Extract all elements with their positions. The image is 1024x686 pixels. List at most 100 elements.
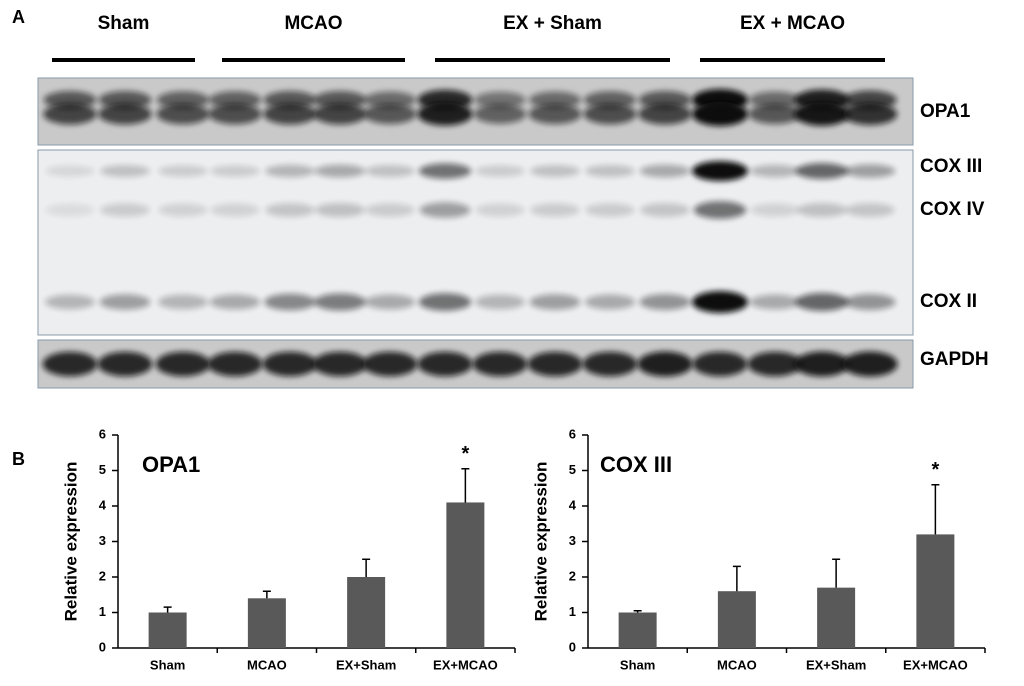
blot-band <box>842 351 898 377</box>
blot-band <box>158 165 208 177</box>
chart-title: OPA1 <box>142 452 200 477</box>
blot-band <box>209 294 261 310</box>
blot-band <box>155 351 211 377</box>
blot-band <box>639 294 691 310</box>
bar <box>717 591 756 648</box>
blot-band <box>208 103 262 125</box>
blot-band <box>418 163 472 179</box>
blot-band <box>794 351 850 377</box>
western-blot: Sham MCAO EX + Sham EX + MCAO OPA1 COX III COX… <box>37 13 989 389</box>
blot-band <box>844 164 896 178</box>
y-tick-label: 3 <box>99 533 106 548</box>
blot-band <box>208 91 262 109</box>
y-tick-label: 2 <box>99 568 106 583</box>
error-bar <box>262 590 271 599</box>
blot-band <box>418 293 472 311</box>
blot-band <box>842 103 898 125</box>
blot-band <box>637 351 693 377</box>
blot-band <box>585 203 635 217</box>
blot-band <box>313 103 367 125</box>
blot-band <box>42 351 98 377</box>
group-label: MCAO <box>284 13 342 34</box>
blot-band <box>529 294 581 310</box>
y-axis-label: Relative expression <box>61 462 80 622</box>
error-bar <box>931 483 940 535</box>
bar <box>916 534 955 648</box>
blot-band <box>314 164 366 178</box>
y-tick-label: 5 <box>99 462 106 477</box>
blot-band <box>844 294 896 310</box>
error-bar <box>362 558 371 577</box>
annotation: * <box>931 459 939 481</box>
annotation: * <box>461 443 469 465</box>
blot-band <box>263 91 317 109</box>
panel-label: A <box>12 7 25 27</box>
blot-band <box>97 351 153 377</box>
x-tick-label: MCAO <box>717 657 757 672</box>
x-tick-label: EX+Sham <box>806 657 866 672</box>
blot-band <box>210 165 260 177</box>
blot-band <box>263 103 317 125</box>
blot-band <box>582 351 638 377</box>
blot-band <box>312 351 368 377</box>
blot-band <box>527 351 583 377</box>
blot-band <box>530 203 580 217</box>
blot-band <box>747 351 803 377</box>
band-label: OPA1 <box>920 101 971 122</box>
y-tick-label: 0 <box>569 639 576 654</box>
panel-label: B <box>12 449 25 469</box>
y-tick-label: 0 <box>99 639 106 654</box>
blot-band <box>692 102 748 126</box>
blot-band <box>529 91 581 109</box>
bar <box>247 598 286 648</box>
blot-band <box>158 203 208 217</box>
blot-band <box>692 291 748 313</box>
blot-band <box>45 294 95 310</box>
bar <box>446 502 485 648</box>
blot-band <box>365 165 415 177</box>
blot-band <box>156 91 210 109</box>
blot-band <box>99 294 151 310</box>
blot-band <box>210 203 260 217</box>
blot-band <box>364 294 416 310</box>
blot-band <box>43 103 97 125</box>
blot-band <box>362 351 418 377</box>
blot-band <box>475 294 525 310</box>
blot-band <box>365 203 415 217</box>
blot-band <box>100 165 150 177</box>
blot-band <box>639 164 691 178</box>
bar <box>618 612 657 648</box>
band-label: COX II <box>920 291 977 312</box>
x-tick-label: Sham <box>620 657 655 672</box>
blot-band <box>98 103 152 125</box>
blot-band <box>475 165 525 177</box>
y-tick-label: 1 <box>99 604 106 619</box>
blot-band <box>749 91 801 109</box>
bar <box>347 577 386 648</box>
group-label: Sham <box>98 13 150 34</box>
blot-band <box>265 203 315 217</box>
x-tick-label: MCAO <box>247 657 287 672</box>
error-bar <box>633 609 642 613</box>
blot-band <box>313 91 367 109</box>
error-bar <box>832 558 841 588</box>
blot-band <box>43 91 97 109</box>
blot-band <box>156 103 210 125</box>
blot-band <box>795 293 849 311</box>
blot-band <box>158 294 208 310</box>
blot-band <box>794 102 850 126</box>
error-bar <box>461 467 470 503</box>
blot-band <box>207 351 263 377</box>
blot-band <box>748 104 802 124</box>
blot-band <box>45 165 95 177</box>
band-label: GAPDH <box>920 349 989 370</box>
blot-band <box>749 294 801 310</box>
blot-band <box>750 164 800 178</box>
blot-band <box>845 203 895 217</box>
blot-band <box>583 91 637 109</box>
blot-band <box>530 165 580 177</box>
blot-band <box>363 104 417 124</box>
blot-band <box>583 103 637 125</box>
blot-band <box>797 203 847 217</box>
